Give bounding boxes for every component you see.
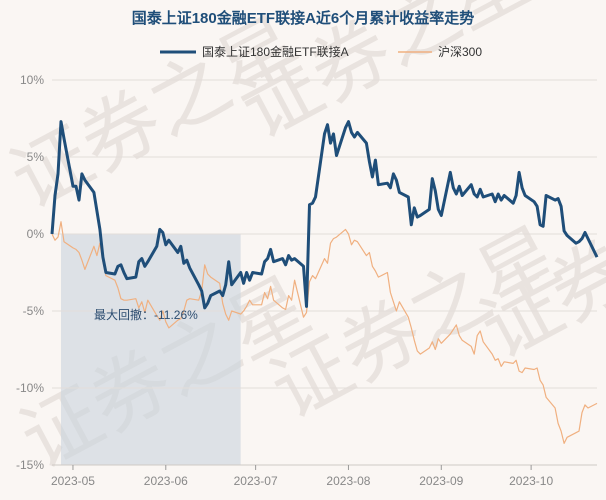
y-tick-label: -15% [16,458,44,472]
y-tick-label: 10% [20,73,44,87]
x-tick-label: 2023-07 [234,474,278,488]
y-tick-label: -5% [23,304,45,318]
fund-series-line [50,120,599,310]
x-tick-label: 2023-05 [51,474,95,488]
drawdown-shade-layer [60,234,241,465]
x-tick-label: 2023-10 [509,474,553,488]
x-tick-label: 2023-08 [326,474,370,488]
axes: 10% 5% 0% -5% -10% -15% 2023-05 2023-06 2023-07 2… [16,73,597,488]
x-tick-label: 2023-09 [419,474,463,488]
max-drawdown-label: 最大回撤：-11.26% [94,307,198,322]
chart-title: 国泰上证180金融ETF联接A近6个月累计收益率走势 [132,9,475,27]
series-layer [50,120,599,444]
legend-label-fund: 国泰上证180金融ETF联接A [202,44,349,59]
y-tick-label: 5% [27,150,45,164]
y-tick-label: -10% [16,381,44,395]
benchmark-series-line [51,221,598,444]
y-tick-label: 0% [27,227,45,241]
legend: 国泰上证180金融ETF联接A 沪深300 [160,44,482,59]
drawdown-shade [60,234,241,465]
x-tick-label: 2023-06 [144,474,188,488]
legend-label-benchmark: 沪深300 [438,45,482,59]
